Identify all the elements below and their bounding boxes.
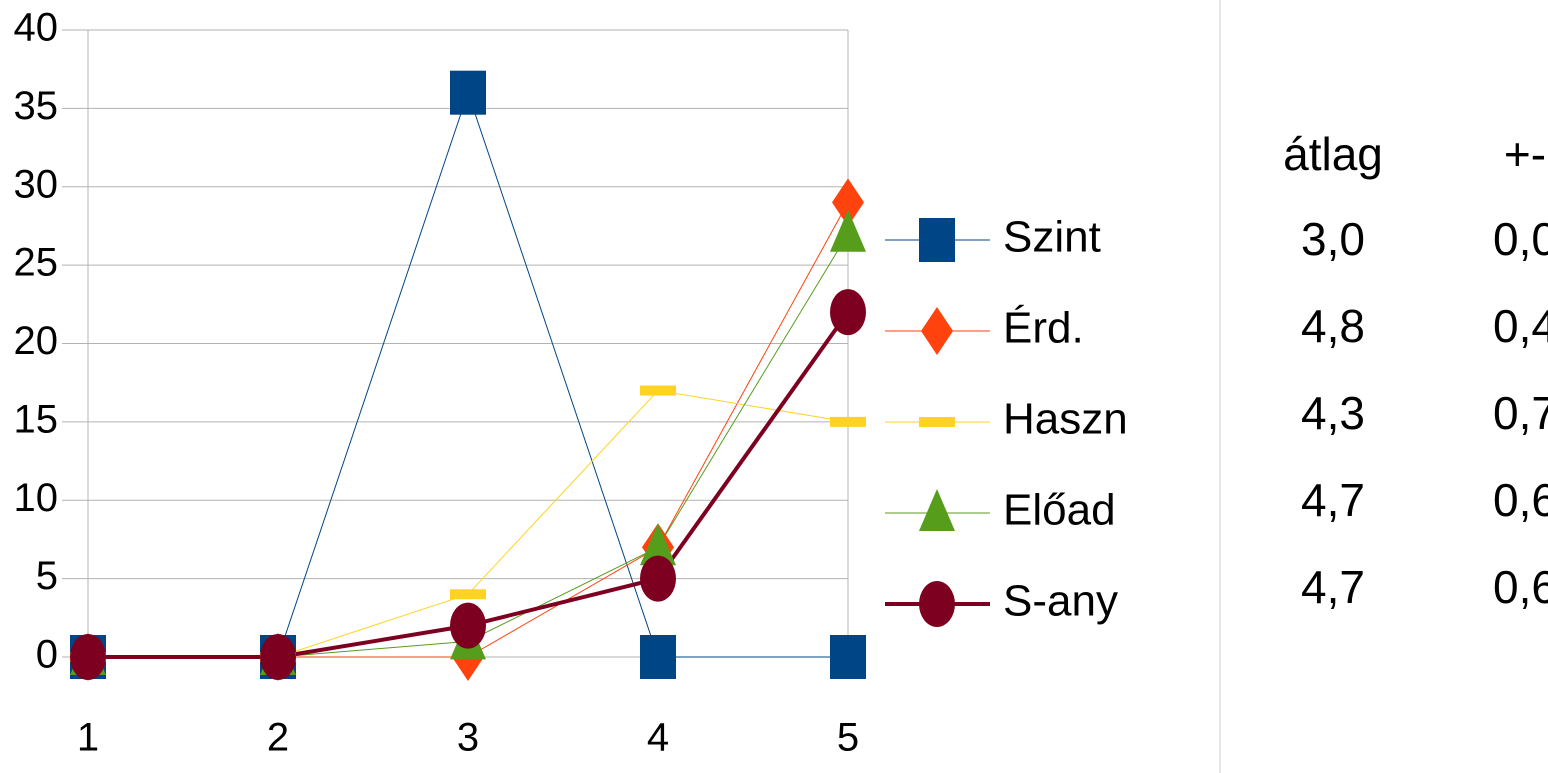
table-header: átlag xyxy=(1283,128,1383,180)
y-tick-label: 0 xyxy=(36,633,58,677)
marker xyxy=(640,635,676,679)
legend-label: S-any xyxy=(1003,577,1118,626)
table-cell: 4,7 xyxy=(1301,474,1365,526)
marker xyxy=(830,416,866,427)
marker xyxy=(919,581,955,627)
table-cell: 0,6 xyxy=(1493,474,1548,526)
marker xyxy=(830,209,866,252)
legend-label: Haszn xyxy=(1003,395,1128,444)
series-line xyxy=(88,91,848,658)
marker xyxy=(830,289,866,336)
marker xyxy=(70,634,106,680)
marker xyxy=(832,178,864,227)
x-tick-label: 5 xyxy=(837,716,859,760)
legend-label: Érd. xyxy=(1003,304,1084,353)
marker xyxy=(919,417,955,427)
y-tick-label: 25 xyxy=(14,241,59,285)
marker xyxy=(830,635,866,679)
marker xyxy=(450,602,486,649)
marker xyxy=(919,489,955,531)
y-tick-label: 35 xyxy=(14,84,59,128)
table-cell: 4,3 xyxy=(1301,387,1365,439)
x-tick-label: 1 xyxy=(77,716,99,760)
marker xyxy=(921,307,953,355)
marker xyxy=(640,385,676,396)
table-cell: 0,6 xyxy=(1493,561,1548,613)
marker xyxy=(450,70,486,115)
y-tick-label: 40 xyxy=(14,6,59,50)
table-cell: 0,0 xyxy=(1493,213,1548,265)
marker xyxy=(919,218,955,262)
table-cell: 3,0 xyxy=(1301,213,1365,265)
legend-label: Szint xyxy=(1003,213,1101,262)
y-tick-label: 20 xyxy=(14,319,59,363)
marker xyxy=(450,589,486,600)
y-tick-label: 5 xyxy=(36,554,58,598)
x-tick-label: 4 xyxy=(647,716,669,760)
marker xyxy=(260,634,296,680)
table-cell: 4,8 xyxy=(1301,300,1365,352)
series-line xyxy=(88,202,849,658)
y-tick-label: 15 xyxy=(14,397,59,441)
x-tick-label: 3 xyxy=(457,716,479,760)
marker xyxy=(640,555,676,602)
legend-label: Előad xyxy=(1003,486,1116,535)
table-cell: 0,7 xyxy=(1493,387,1548,439)
x-tick-label: 2 xyxy=(267,716,289,760)
table-cell: 0,4 xyxy=(1493,300,1548,352)
y-tick-label: 30 xyxy=(14,162,59,206)
table-header: +- xyxy=(1504,128,1546,180)
y-tick-label: 10 xyxy=(14,476,59,520)
marker xyxy=(640,523,676,566)
table-cell: 4,7 xyxy=(1301,561,1365,613)
